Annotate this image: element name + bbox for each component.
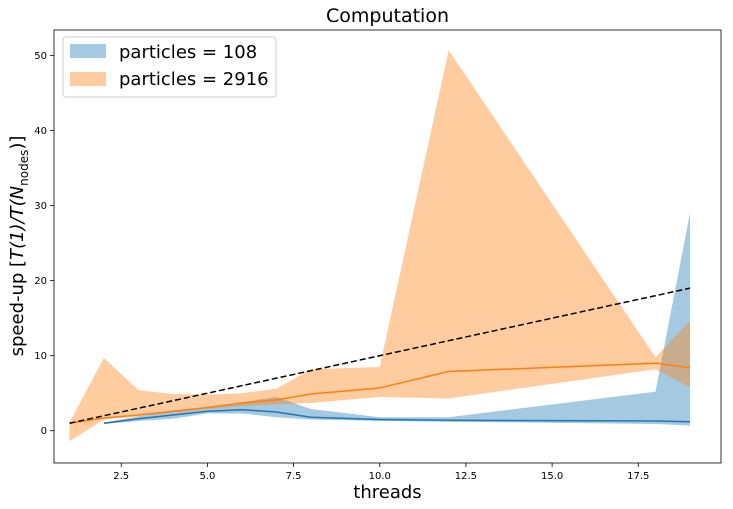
y-axis-label: speed-up [T(1)/T(Nnodes)] <box>7 136 31 357</box>
x-tick-label: 17.5 <box>627 471 649 482</box>
x-tick-label: 5.0 <box>199 471 215 482</box>
x-tick-label: 15.0 <box>541 471 563 482</box>
legend-box <box>62 36 277 98</box>
line-particles-2916 <box>69 362 691 424</box>
svg-text:speed-up [T(1)/T(Nnodes)]: speed-up [T(1)/T(Nnodes)] <box>7 136 31 357</box>
x-tick-label: 7.5 <box>286 471 302 482</box>
y-axis-label-suffix: )] <box>7 136 28 150</box>
y-axis-label-subscript: nodes <box>17 150 31 186</box>
chart-title: Computation <box>326 5 449 27</box>
y-tick-label: 20 <box>34 276 47 287</box>
band-particles-2916 <box>69 50 690 442</box>
legend-swatch-particles-108 <box>70 44 106 58</box>
x-axis-label: threads <box>353 482 421 503</box>
x-tick-label: 12.5 <box>455 471 477 482</box>
plot-area <box>54 30 721 463</box>
legend-label-particles-108: particles = 108 <box>119 42 257 63</box>
band-particles-108 <box>103 213 690 426</box>
legend: particles = 108 particles = 2916 <box>62 36 277 98</box>
x-tick-label: 10.0 <box>369 471 391 482</box>
reference-line <box>69 287 691 424</box>
y-axis-label-math: T(1)/T(N <box>7 186 28 260</box>
legend-label-particles-2916: particles = 2916 <box>119 69 269 90</box>
plot-frame <box>53 29 722 464</box>
y-tick-label: 30 <box>34 201 47 212</box>
y-tick-label: 0 <box>41 426 47 437</box>
y-tick-label: 40 <box>34 126 47 137</box>
y-tick-label: 50 <box>34 51 47 62</box>
y-axis-label-prefix: speed-up [ <box>7 260 28 356</box>
plot-layer <box>69 50 691 442</box>
y-tick-label: 10 <box>34 351 47 362</box>
ticks-layer: 2.5 5.0 7.5 10.0 12.5 15.0 17.5 0 10 20 30 40 50 <box>34 51 649 482</box>
legend-swatch-particles-2916 <box>70 72 106 86</box>
x-tick-label: 2.5 <box>113 471 129 482</box>
line-particles-108 <box>103 408 690 424</box>
